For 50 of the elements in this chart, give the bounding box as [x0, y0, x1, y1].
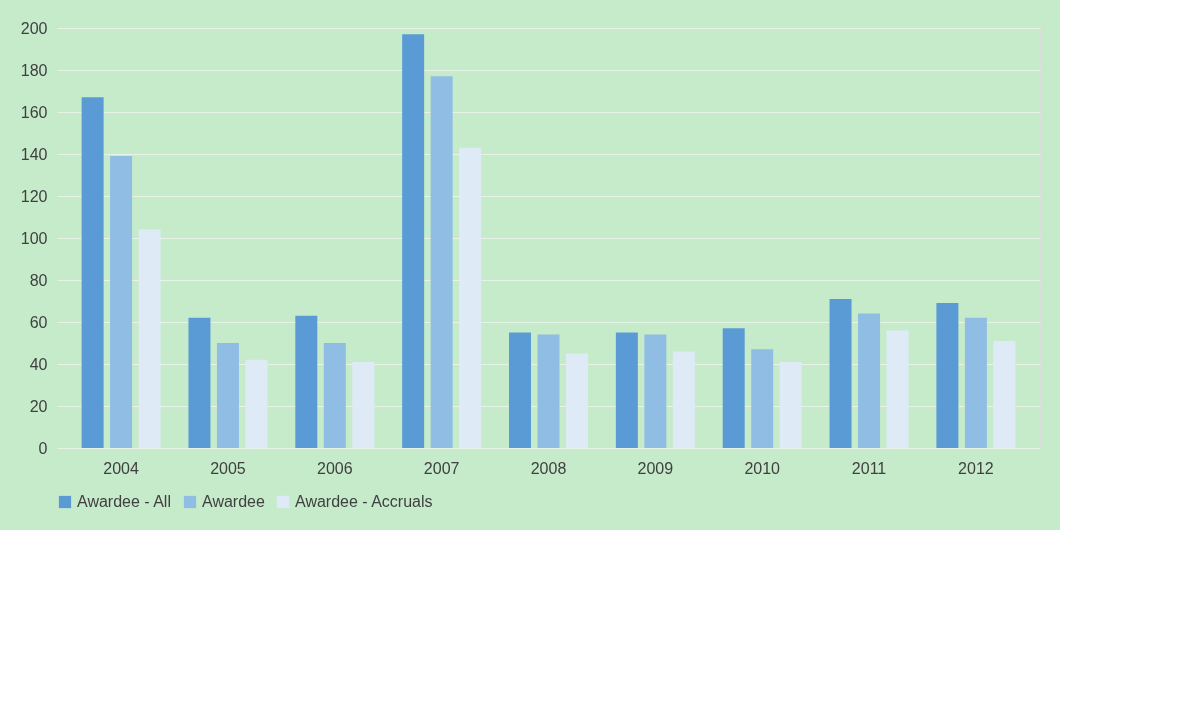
y-tick-label: 80: [29, 271, 48, 289]
y-tick-label: 40: [29, 355, 48, 373]
y-tick-label: 100: [20, 229, 48, 247]
bar: [565, 353, 588, 448]
bar: [295, 315, 318, 448]
bar: [886, 330, 909, 448]
legend-label: Awardee - Accruals: [295, 493, 433, 510]
legend-label: Awardee: [202, 493, 265, 510]
bar: [509, 332, 532, 448]
bar: [352, 361, 375, 448]
bar: [722, 328, 745, 448]
y-tick-label: 180: [20, 61, 48, 79]
y-tick-label: 200: [20, 19, 48, 37]
legend-label: Awardee - All: [77, 493, 171, 510]
bar: [936, 303, 959, 448]
y-tick-label: 160: [20, 103, 48, 121]
y-tick-label: 120: [20, 187, 48, 205]
y-tick-label: 20: [29, 397, 48, 415]
bar: [323, 343, 346, 448]
bar: [216, 343, 239, 448]
x-tick-label: 2007: [423, 459, 460, 477]
bar: [644, 334, 667, 448]
x-tick-label: 2008: [530, 459, 567, 477]
y-tick-label: 60: [29, 313, 48, 331]
x-tick-label: 2009: [637, 459, 674, 477]
bar: [615, 332, 638, 448]
bar: [829, 298, 852, 448]
bar: [993, 340, 1016, 448]
bar: [459, 147, 482, 448]
x-tick-label: 2006: [317, 459, 353, 477]
bar: [858, 313, 881, 448]
bar: [751, 349, 774, 448]
bar: [138, 229, 161, 448]
x-tick-label: 2010: [744, 459, 781, 477]
bar: [537, 334, 560, 448]
y-tick-label: 0: [38, 439, 48, 457]
bar: [402, 34, 425, 448]
x-tick-label: 2012: [958, 459, 994, 477]
x-tick-label: 2004: [103, 459, 140, 477]
y-tick-label: 140: [20, 145, 48, 163]
x-tick-label: 2011: [851, 459, 887, 477]
bar: [779, 361, 802, 448]
bar: [672, 351, 695, 448]
bar: [188, 317, 211, 448]
x-tick-label: 2005: [210, 459, 246, 477]
bar: [430, 76, 453, 448]
bar: [964, 317, 987, 448]
bar: [81, 97, 104, 448]
bar: [245, 359, 268, 448]
bar: [110, 156, 133, 448]
